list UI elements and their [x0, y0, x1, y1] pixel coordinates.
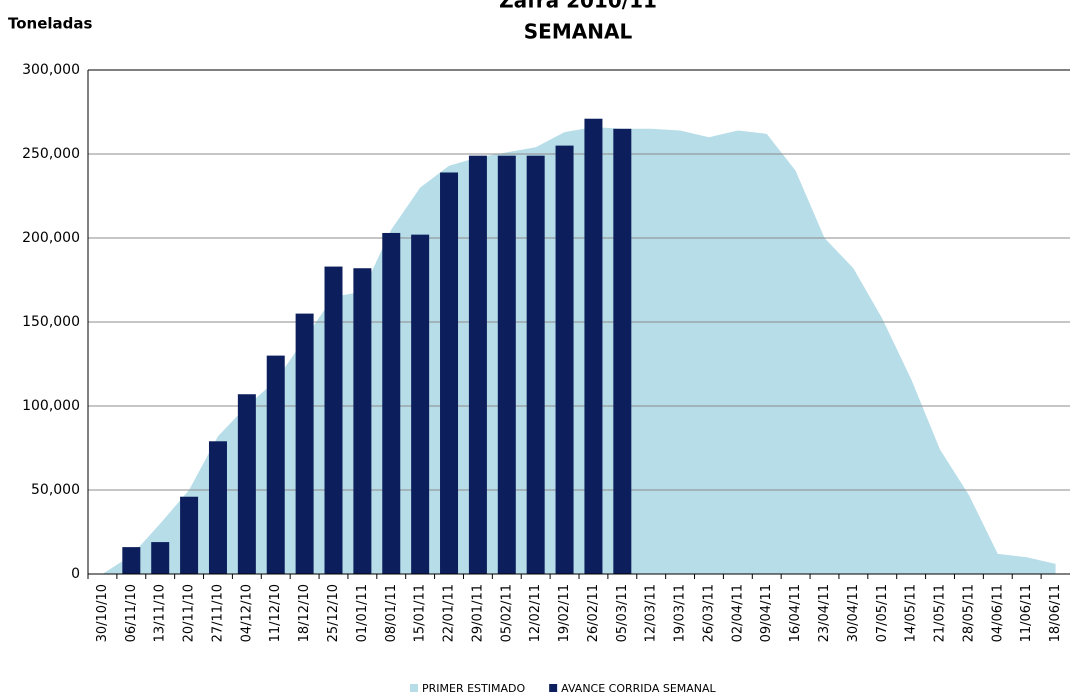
bar: [468, 155, 487, 574]
bar: [151, 542, 170, 574]
bar: [122, 547, 141, 574]
x-tick-label: 19/02/11: [557, 584, 572, 642]
bar: [180, 496, 199, 574]
x-tick-label: 20/11/10: [182, 584, 197, 642]
bar: [497, 155, 516, 574]
bar: [440, 172, 459, 575]
x-tick-label: 18/06/11: [1048, 584, 1063, 642]
x-tick-label: 25/12/10: [326, 584, 341, 642]
x-tick-label: 04/12/10: [239, 584, 254, 642]
legend-label: AVANCE CORRIDA SEMANAL: [561, 682, 716, 695]
x-tick-label: 30/04/11: [846, 584, 861, 642]
bar: [382, 232, 401, 574]
legend-swatch: [410, 684, 418, 692]
x-tick-label: 15/01/11: [413, 584, 428, 642]
x-tick-label: 21/05/11: [933, 584, 948, 642]
bar: [613, 128, 632, 575]
x-tick-label: 02/04/11: [730, 584, 745, 642]
y-tick-label: 100,000: [22, 398, 80, 414]
bar: [237, 394, 256, 574]
y-tick-label: 200,000: [22, 230, 80, 246]
x-tick-label: 19/03/11: [673, 584, 688, 642]
x-tick-label: 14/05/11: [904, 584, 919, 642]
bar: [526, 155, 545, 574]
x-tick-label: 11/12/10: [268, 584, 283, 642]
bar: [353, 268, 372, 574]
chart-subtitle: SEMANAL: [524, 20, 633, 44]
y-tick-label: 250,000: [22, 146, 80, 162]
x-tick-label: 05/02/11: [499, 584, 514, 642]
x-tick-label: 28/05/11: [961, 584, 976, 642]
bar: [555, 145, 574, 574]
x-tick-label: 06/11/10: [124, 584, 139, 642]
x-tick-label: 04/06/11: [990, 584, 1005, 642]
x-tick-label: 13/11/10: [153, 584, 168, 642]
bar: [324, 266, 343, 574]
y-tick-label: 50,000: [31, 482, 80, 498]
x-tick-label: 22/01/11: [442, 584, 457, 642]
legend-label: PRIMER ESTIMADO: [422, 682, 525, 695]
chart-title: Zafra 2010/11: [499, 0, 657, 13]
x-tick-label: 30/10/10: [95, 584, 110, 642]
y-tick-label: 150,000: [22, 314, 80, 330]
bar: [295, 313, 314, 574]
x-tick-label: 12/02/11: [528, 584, 543, 642]
legend-swatch: [549, 684, 558, 692]
x-tick-label: 07/05/11: [875, 584, 890, 642]
x-tick-label: 27/11/10: [210, 584, 225, 642]
x-tick-label: 12/03/11: [644, 584, 659, 642]
y-axis-title: Toneladas: [8, 15, 93, 33]
bar: [411, 234, 430, 574]
x-tick-label: 05/03/11: [615, 584, 630, 642]
x-tick-label: 11/06/11: [1019, 584, 1034, 642]
x-tick-label: 16/04/11: [788, 584, 803, 642]
x-tick-label: 23/04/11: [817, 584, 832, 642]
x-tick-label: 08/01/11: [384, 584, 399, 642]
y-tick-label: 300,000: [22, 62, 80, 78]
x-tick-label: 26/02/11: [586, 584, 601, 642]
x-tick-label: 26/03/11: [701, 584, 716, 642]
x-tick-label: 01/01/11: [355, 584, 370, 642]
x-tick-label: 09/04/11: [759, 584, 774, 642]
bar: [266, 355, 285, 574]
bar: [584, 118, 603, 574]
bar: [208, 441, 227, 574]
y-tick-label: 0: [71, 566, 80, 582]
x-tick-label: 29/01/11: [470, 584, 485, 642]
x-tick-label: 18/12/10: [297, 584, 312, 642]
